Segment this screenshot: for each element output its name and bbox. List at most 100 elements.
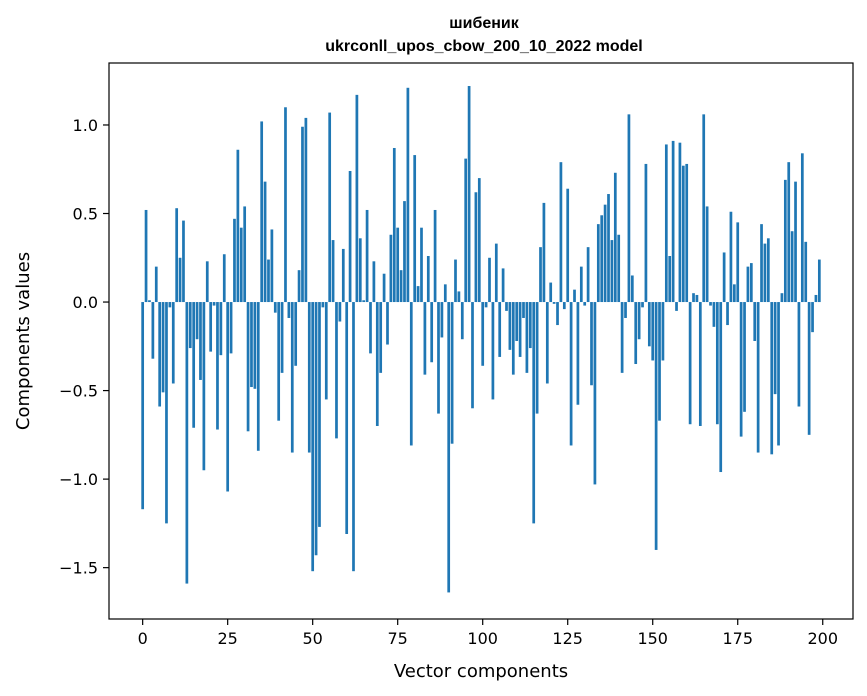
bar-14 <box>188 302 192 349</box>
bar-20 <box>209 302 213 352</box>
bar-146 <box>637 302 641 340</box>
bar-67 <box>369 302 372 354</box>
bar-119 <box>545 302 549 384</box>
bar-190 <box>787 162 791 303</box>
bar-45 <box>294 302 298 366</box>
bar-159 <box>681 165 685 303</box>
bar-115 <box>532 302 536 524</box>
bar-27 <box>233 218 236 303</box>
bar-8 <box>168 302 172 308</box>
bar-109 <box>511 302 515 375</box>
x-tick-label: 100 <box>467 629 498 648</box>
bar-23 <box>219 302 223 356</box>
bar-158 <box>678 142 682 303</box>
bar-74 <box>392 147 396 303</box>
y-tick-label: 0.0 <box>73 293 98 312</box>
bar-197 <box>811 302 814 333</box>
bar-50 <box>311 302 315 572</box>
bar-104 <box>494 243 498 303</box>
bar-161 <box>688 302 692 425</box>
bar-61 <box>348 171 352 303</box>
bar-107 <box>505 302 508 311</box>
bar-189 <box>783 179 787 303</box>
bar-54 <box>324 302 328 400</box>
x-tick-label: 125 <box>552 629 583 648</box>
y-axis-label: Components values <box>13 252 34 430</box>
bar-6 <box>161 302 165 393</box>
bar-162 <box>692 293 695 303</box>
bar-92 <box>454 259 457 303</box>
bar-135 <box>600 215 604 303</box>
bar-83 <box>423 302 427 375</box>
bar-100 <box>481 302 485 366</box>
bar-71 <box>382 273 386 303</box>
bar-186 <box>773 302 777 395</box>
bar-193 <box>797 302 801 407</box>
x-axis-ticks: 0 25 50 75 100 125 150 175 200 <box>138 619 838 648</box>
bar-55 <box>328 112 332 303</box>
bar-147 <box>641 302 644 308</box>
bar-11 <box>178 257 182 303</box>
bar-150 <box>651 302 655 361</box>
bar-169 <box>715 302 719 425</box>
bar-68 <box>372 261 376 303</box>
bar-64 <box>358 238 362 303</box>
bar-175 <box>736 222 740 303</box>
y-tick-label: −1.5 <box>59 559 98 578</box>
bar-121 <box>552 302 556 304</box>
bar-26 <box>229 302 233 354</box>
bar-66 <box>365 209 369 303</box>
bar-31 <box>246 302 250 432</box>
bar-120 <box>549 282 553 303</box>
bar-143 <box>627 114 631 303</box>
y-tick-label: 0.5 <box>73 205 98 224</box>
bar-137 <box>607 194 610 303</box>
bar-174 <box>732 284 736 303</box>
bar-88 <box>440 302 444 338</box>
bar-156 <box>671 140 675 303</box>
bar-36 <box>263 181 267 303</box>
bar-43 <box>287 302 291 318</box>
chart-title-line2: ukrconll_upos_cbow_200_10_2022 model <box>325 38 642 55</box>
y-axis-ticks: 1.0 0.5 0.0 −0.5 −1.0 −1.5 <box>59 116 109 578</box>
bar-172 <box>726 302 729 326</box>
bar-82 <box>420 227 423 303</box>
bar-151 <box>654 302 658 550</box>
bar-58 <box>338 302 342 322</box>
bar-199 <box>817 259 821 303</box>
x-tick-label: 75 <box>388 629 408 648</box>
bar-40 <box>277 302 281 421</box>
bar-171 <box>722 252 726 303</box>
y-tick-label: −0.5 <box>59 382 98 401</box>
bar-185 <box>770 302 774 455</box>
bar-132 <box>590 302 593 386</box>
bar-33 <box>253 302 257 389</box>
bar-9 <box>171 302 175 384</box>
bar-41 <box>280 302 284 373</box>
bar-57 <box>335 302 338 439</box>
bar-164 <box>698 302 702 426</box>
bar-155 <box>668 256 672 303</box>
bar-16 <box>195 302 199 340</box>
bar-47 <box>301 126 304 303</box>
bar-179 <box>749 263 753 303</box>
bar-130 <box>583 302 587 306</box>
bar-133 <box>593 302 597 485</box>
bar-149 <box>647 302 651 347</box>
bar-95 <box>464 158 468 303</box>
bar-17 <box>199 302 202 380</box>
bar-141 <box>620 302 624 373</box>
bar-18 <box>202 302 206 471</box>
bar-148 <box>644 163 648 303</box>
bar-10 <box>175 208 179 303</box>
bar-183 <box>763 243 767 303</box>
bar-128 <box>576 302 580 405</box>
bar-44 <box>290 302 294 453</box>
bar-99 <box>477 178 481 303</box>
bar-136 <box>603 204 607 303</box>
bar-25 <box>226 302 230 492</box>
bar-192 <box>794 181 797 303</box>
bar-13 <box>185 302 189 584</box>
bar-89 <box>443 284 447 303</box>
bar-12 <box>182 220 185 303</box>
